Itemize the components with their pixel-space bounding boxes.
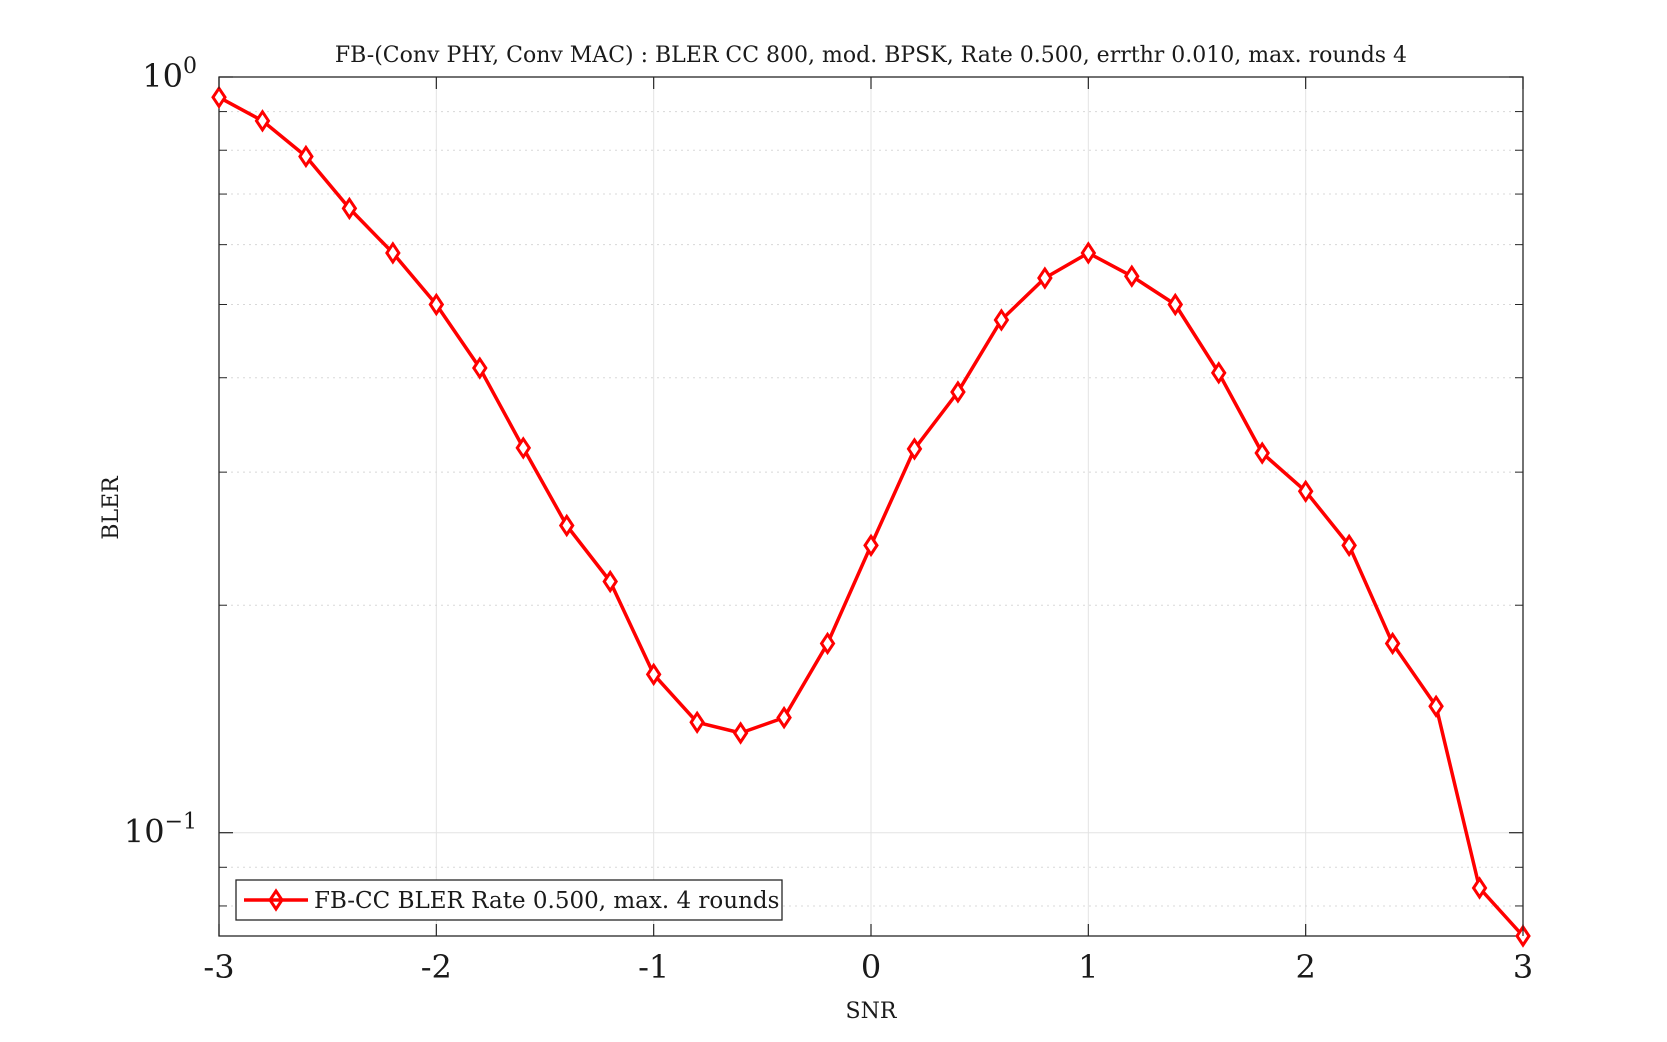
data-point-marker <box>819 631 836 656</box>
data-point-marker <box>1167 292 1184 317</box>
x-tick-label: -2 <box>421 948 452 986</box>
legend-box <box>235 879 783 921</box>
data-point-marker <box>993 308 1010 332</box>
data-point-marker <box>515 436 532 460</box>
data-point-marker <box>906 437 923 461</box>
data-point-marker <box>471 356 488 380</box>
data-point-marker <box>298 144 314 169</box>
data-point-marker <box>645 662 662 687</box>
legend: FB-CC BLER Rate 0.500, max. 4 rounds <box>235 879 783 921</box>
data-point-marker <box>1080 241 1097 265</box>
x-tick-label: 3 <box>1513 948 1533 986</box>
data-point-marker <box>1037 266 1053 290</box>
legend-label: FB-CC BLER Rate 0.500, max. 4 rounds <box>314 888 779 914</box>
x-tick-label: -1 <box>638 948 669 986</box>
x-ticks: -3 -2 -1 0 1 2 3 <box>203 77 1533 986</box>
grid <box>218 76 1524 936</box>
data-point-marker <box>1341 533 1357 558</box>
data-point-marker <box>1384 631 1401 656</box>
data-point-marker <box>950 380 966 404</box>
x-tick-label: -3 <box>203 948 234 986</box>
data-point-marker <box>428 292 445 317</box>
data-point-marker <box>1297 479 1314 503</box>
data-point-marker <box>1471 876 1488 900</box>
data-point-marker <box>732 721 749 745</box>
data-point-marker <box>1123 264 1140 288</box>
y-tick-label: 10−1 <box>124 810 197 851</box>
x-tick-label: 2 <box>1295 948 1315 986</box>
data-point-marker <box>341 196 358 221</box>
data-point-marker <box>1210 361 1227 385</box>
data-point-marker <box>1254 441 1271 465</box>
y-tick-label: 100 <box>142 54 197 95</box>
series-layer <box>211 85 1531 948</box>
chart-title: FB-(Conv PHY, Conv MAC) : BLER CC 800, m… <box>335 43 1407 68</box>
data-point-marker <box>558 513 575 538</box>
x-axis-label: SNR <box>846 999 898 1024</box>
data-point-marker <box>385 241 401 265</box>
data-point-marker <box>1428 694 1444 718</box>
y-ticks: 100 10−1 <box>124 54 197 851</box>
x-tick-label: 0 <box>861 948 881 986</box>
y-axis-label: BLER <box>99 475 124 540</box>
data-point-marker <box>689 710 705 734</box>
data-point-marker <box>776 705 792 730</box>
data-point-marker <box>254 109 271 133</box>
data-point-marker <box>863 533 879 558</box>
data-point-marker <box>211 85 227 110</box>
data-point-marker <box>602 569 619 594</box>
x-tick-label: 1 <box>1078 948 1098 986</box>
legend-diamond-marker <box>268 888 284 912</box>
